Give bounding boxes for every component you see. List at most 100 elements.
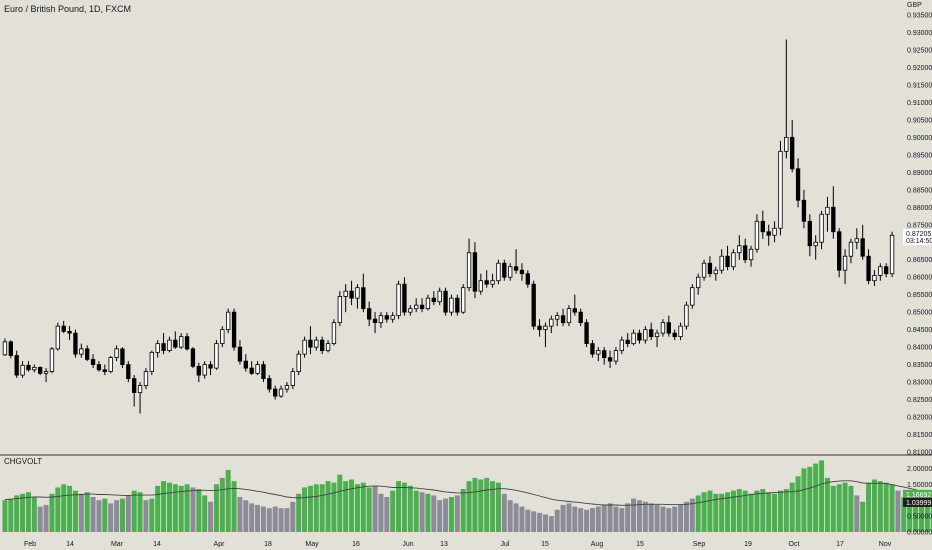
price-axis[interactable]: 0.93500 0.93000 0.92500 0.92000 0.91500 0.910… [907,12,932,456]
time-tick-label: 15 [541,541,549,548]
indicator-pane[interactable] [2,460,932,532]
time-axis[interactable]: Feb 14 Mar 14 Apr 18 May 16 Jun 13 Jul 15 Aug 15 Sep 19… [24,541,892,548]
candle-body [566,308,572,324]
candle-body [390,315,395,320]
volatility-bar [578,508,584,532]
volatility-bar [448,497,454,532]
indicator-title[interactable]: CHGVOLT [4,457,43,466]
candle-body [325,343,331,352]
candle-body [684,304,689,327]
price-pane[interactable] [2,39,895,414]
time-tick-label: 19 [744,541,752,548]
candle-body [607,357,613,362]
volatility-bar [184,484,190,532]
volatility-bar [208,501,214,532]
volatility-bar [836,484,842,532]
candle-body [572,308,577,313]
volatility-bar [290,501,296,532]
candle-body [220,329,225,345]
time-tick-label: Mar [111,541,124,548]
volatility-bar [689,498,695,532]
volatility-bar [889,484,895,532]
candle-body [196,365,201,376]
candle-body [478,280,483,292]
indicator-axis[interactable]: 2.00000 1.50000 0.50000 0.00000 [907,466,932,537]
candle-body [179,336,184,348]
candle-body [531,283,536,327]
time-tick-label: Jul [501,541,510,548]
price-tick-label: 0.92000 [907,65,932,72]
volatility-bar [525,509,531,532]
candle-body [649,329,654,338]
candle-body [696,276,701,289]
candle-body [813,241,818,247]
volatility-bar [913,498,919,532]
candle-body [161,343,166,352]
volatility-bar [443,498,449,532]
volatility-bar [102,498,108,532]
volatility-bar [513,503,519,532]
volatility-bar [866,482,872,532]
volatility-bar [119,498,125,532]
volatility-bar [372,485,378,532]
volatility-bar [589,508,595,532]
candle-body [284,385,290,390]
volatility-bar [713,493,719,532]
volatility-bar [349,479,355,532]
volatility-bar [407,485,413,532]
volatility-bar [754,490,760,532]
volatility-bar [830,485,836,532]
candle-body [672,332,677,338]
volatility-bar [366,487,372,532]
symbol-title[interactable]: Euro / British Pound, 1D, FXCM [4,4,132,14]
candle-body [748,248,754,261]
candle-body [643,329,648,341]
ma-line [4,480,932,506]
volatility-bar [842,482,848,532]
candle-body [355,287,360,299]
candle-body [43,371,49,374]
candle-body [596,350,601,355]
candle-body [795,168,801,201]
volatility-bar [478,479,484,532]
volatility-bar [519,506,525,532]
volatility-bar [777,490,783,532]
candle-body [255,364,260,374]
candle-body [619,339,624,352]
volatility-bar [472,477,478,532]
time-tick-label: Aug [591,541,604,548]
candle-body [32,366,37,371]
candle-body [860,238,865,257]
volatility-bar [325,481,331,532]
time-tick-label: 18 [264,541,272,548]
price-tick-label: 0.83500 [907,362,932,369]
candle-body [502,262,507,278]
candle-body [419,304,425,310]
volatility-bar [437,500,443,532]
time-tick-label: Feb [24,541,36,548]
price-tick-label: 0.85500 [907,292,932,299]
indicator-value-tag [903,489,932,499]
volatility-bar [302,487,308,532]
candle-body [249,367,254,374]
volatility-bar [8,498,14,532]
volatility-bar [490,481,496,532]
volatility-bar [155,485,161,532]
candle-body [654,332,660,338]
volatility-bar [260,506,266,532]
volatility-bar [378,493,384,532]
candle-body [90,358,96,365]
time-tick-label: 14 [66,541,74,548]
candle-body [343,290,348,297]
volatility-bar [901,497,907,532]
candle-body [149,351,154,372]
volatility-bar [877,481,883,532]
time-tick-label: 14 [153,541,161,548]
candle-body [190,348,196,367]
price-tick-label: 0.93000 [907,30,932,37]
candle-body [55,325,60,350]
volatility-bar [636,500,642,532]
candle-body [38,366,43,374]
